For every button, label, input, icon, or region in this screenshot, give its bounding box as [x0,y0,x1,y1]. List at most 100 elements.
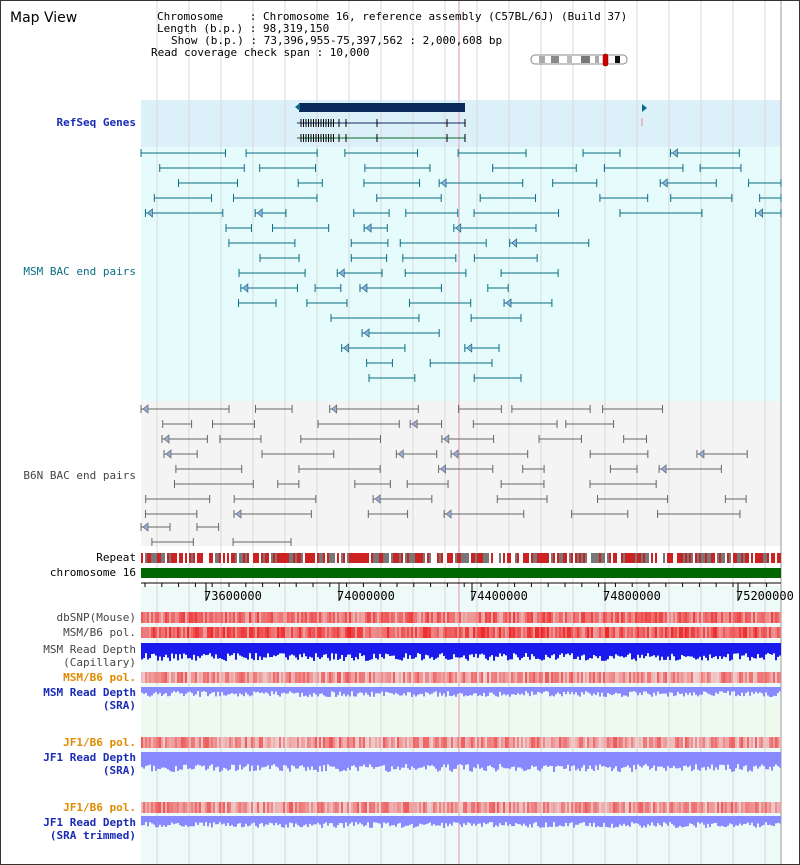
msm-sra-depth-bar [541,687,543,694]
msm-capillary-depth-bar [391,643,393,656]
heat-cell [167,737,169,748]
repeat-segment [425,553,427,563]
jf1-trimmed-depth-bar [421,816,423,825]
msm-capillary-depth-bar [491,643,493,656]
msm-sra-depth-bar [499,687,501,692]
jf1-trimmed-depth-bar [627,816,629,826]
msm-capillary-depth-bar [507,643,509,661]
heat-cell [517,672,519,683]
jf1-sra-depth-bar [531,752,533,766]
repeat-segment [503,553,505,563]
heat-cell [545,627,547,638]
heat-cell [171,672,173,683]
msm-sra-depth-bar [221,687,223,693]
heat-cell [715,627,717,638]
heat-cell [433,737,435,748]
heat-cell [533,627,535,638]
repeat-segment [763,553,765,563]
msm-sra-depth-bar [407,687,409,693]
msm-b6-pol-label[interactable]: MSM/B6 pol. [63,626,136,639]
msm-bac-arrow [343,343,350,353]
heat-cell [187,627,189,638]
jf1-trimmed-depth-bar [533,816,535,824]
heat-cell [739,802,741,813]
chromosome-track-label[interactable]: chromosome 16 [49,566,136,579]
heat-cell [399,672,401,683]
msm-b6-pol-sra-label[interactable]: MSM/B6 pol. [63,671,136,684]
msm-depth-capillary-label[interactable]: MSM Read Depth [43,643,136,656]
jf1-depth-sra-label[interactable]: JF1 Read Depth [43,751,136,764]
jf1-sra-depth-bar [283,752,285,766]
jf1-b6-pol-label[interactable]: JF1/B6 pol. [63,736,136,749]
heat-cell [685,737,687,748]
heat-cell [441,612,443,623]
msm-bac-label[interactable]: MSM BAC end pairs [23,265,136,278]
msm-sra-depth-bar [373,687,375,697]
msm-sra-depth-bar [615,687,617,693]
heat-cell [713,672,715,683]
heat-cell [765,737,767,748]
msm-capillary-depth-bar [285,643,287,658]
chromosome-ideogram[interactable] [529,53,629,67]
msm-sra-depth-bar [183,687,185,697]
msm-depth-sra-label[interactable]: MSM Read Depth [43,686,136,699]
jf1-trimmed-depth-bar [723,816,725,827]
heat-cell [509,737,511,748]
jf1-trimmed-depth-bar [687,816,689,827]
heat-cell [675,672,677,683]
heat-cell [745,802,747,813]
heat-cell [503,627,505,638]
msm-bac-arrow [757,208,763,218]
repeat-segment [429,553,431,563]
jf1-trimmed-depth-bar [717,816,719,826]
repeat-segment [529,553,531,563]
heat-cell [733,612,735,623]
msm-capillary-depth-bar [329,643,331,661]
msm-capillary-depth-bar [705,643,707,658]
heat-cell [579,802,581,813]
msm-capillary-depth-bar [679,643,681,660]
msm-capillary-depth-bar [297,643,299,660]
jf1-trimmed-depth-bar [347,816,349,826]
b6n-bac-arrow [660,464,667,474]
heat-cell [677,612,679,623]
heat-cell [677,802,679,813]
jf1-trimmed-depth-bar [207,816,209,827]
repeat-segment [683,553,685,563]
heat-cell [539,672,541,683]
msm-sra-depth-bar [175,687,177,693]
jf1-trimmed-depth-bar [447,816,449,827]
msm-sra-depth-bar [655,687,657,696]
heat-cell [259,627,261,638]
jf1-sra-depth-bar [535,752,537,767]
heat-cell [339,627,341,638]
jf1-depth-trimmed-label[interactable]: JF1 Read Depth [43,816,136,829]
heat-cell [711,672,713,683]
repeat-segment [695,553,697,563]
msm-capillary-depth-bar [589,643,591,659]
jf1-trimmed-depth-bar [197,816,199,825]
jf1-sra-depth-bar [475,752,477,769]
refseq-genes-label[interactable]: RefSeq Genes [56,116,136,129]
repeat-segment [613,553,615,563]
heat-cell [275,802,277,813]
b6n-bac-label[interactable]: B6N BAC end pairs [23,469,136,482]
heat-cell [645,672,647,683]
repeat-segment [177,553,179,563]
repeat-label[interactable]: Repeat [96,551,136,564]
jf1-sra-depth-bar [263,752,265,768]
jf1-trimmed-depth-bar [637,816,639,824]
heat-cell [763,737,765,748]
repeat-segment [143,553,145,563]
msm-capillary-depth-bar [411,643,413,659]
jf1-b6-pol-trimmed-label[interactable]: JF1/B6 pol. [63,801,136,814]
jf1-sra-depth-bar [309,752,311,770]
heat-cell [565,612,567,623]
dbsnp-label[interactable]: dbSNP(Mouse) [56,611,136,624]
heat-cell [603,672,605,683]
heat-cell [713,612,715,623]
heat-cell [183,627,185,638]
repeat-segment [181,553,183,563]
heat-cell [691,672,693,683]
repeat-segment [767,553,769,563]
